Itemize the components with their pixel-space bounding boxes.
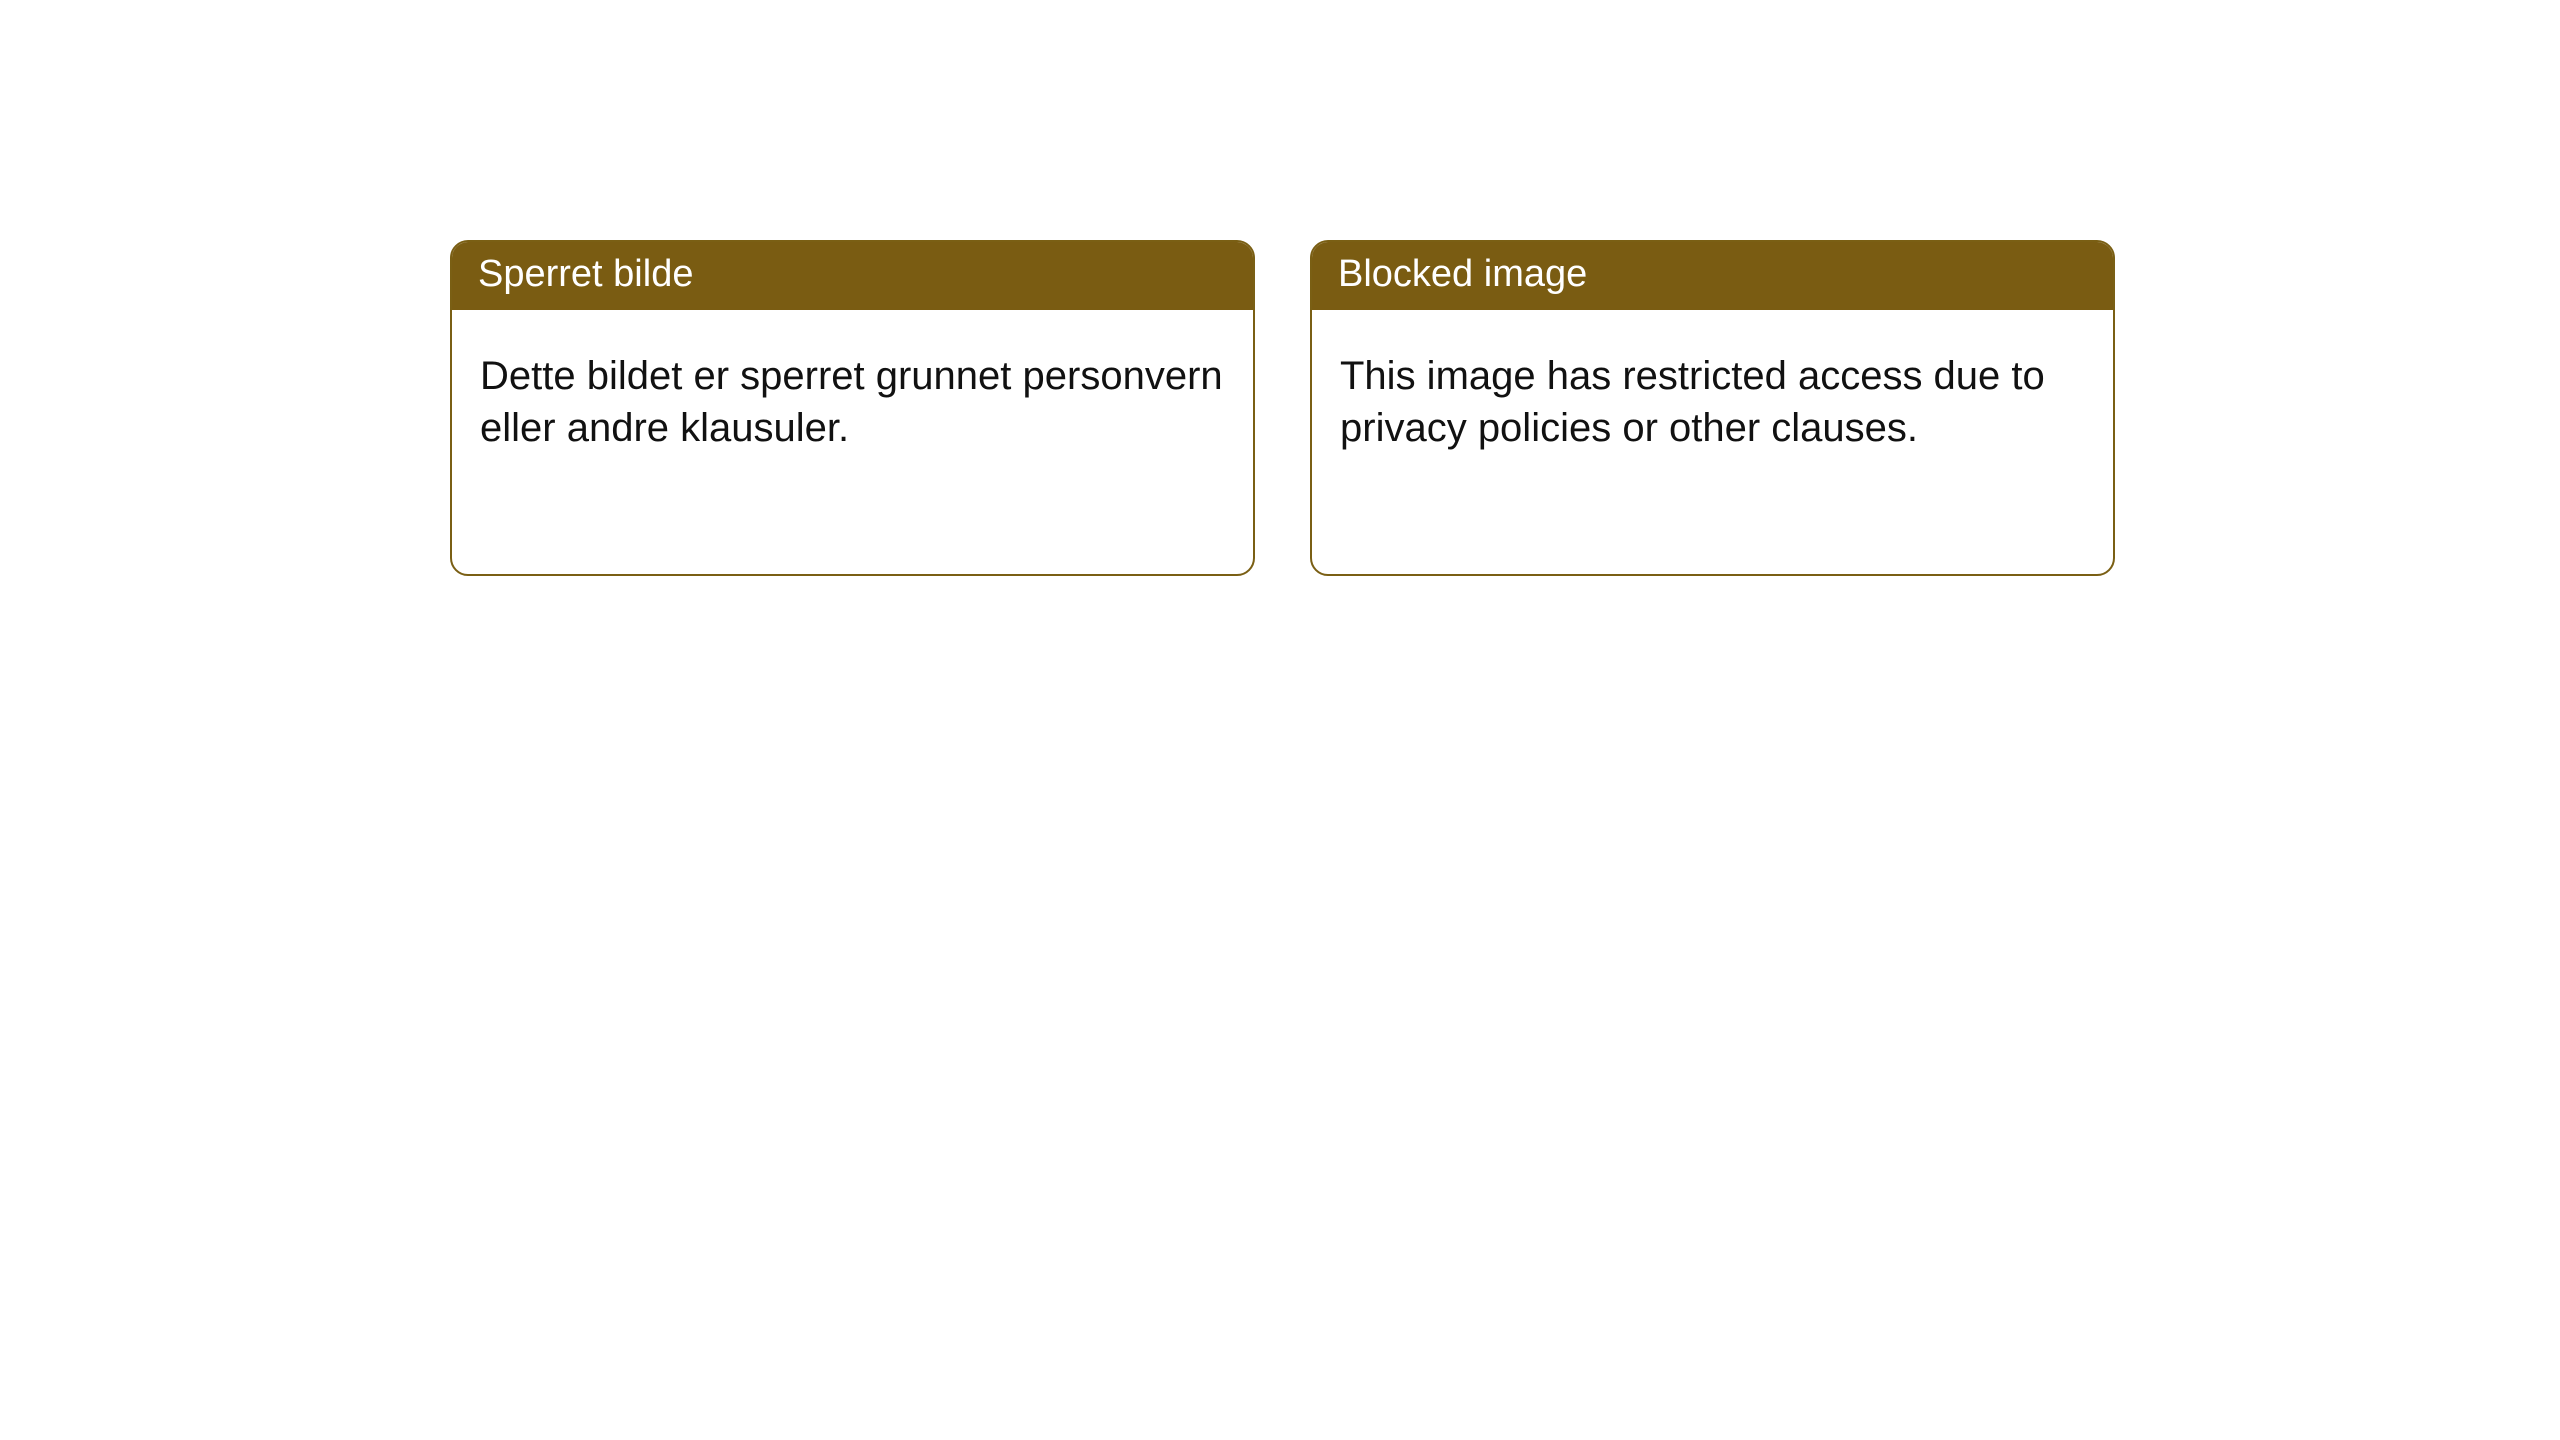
notice-card-norwegian: Sperret bilde Dette bildet er sperret gr…	[450, 240, 1255, 576]
notice-body-norwegian: Dette bildet er sperret grunnet personve…	[452, 310, 1253, 484]
notice-body-english: This image has restricted access due to …	[1312, 310, 2113, 484]
notice-card-english: Blocked image This image has restricted …	[1310, 240, 2115, 576]
notice-title-english: Blocked image	[1312, 242, 2113, 310]
notice-container: Sperret bilde Dette bildet er sperret gr…	[0, 0, 2560, 576]
notice-title-norwegian: Sperret bilde	[452, 242, 1253, 310]
